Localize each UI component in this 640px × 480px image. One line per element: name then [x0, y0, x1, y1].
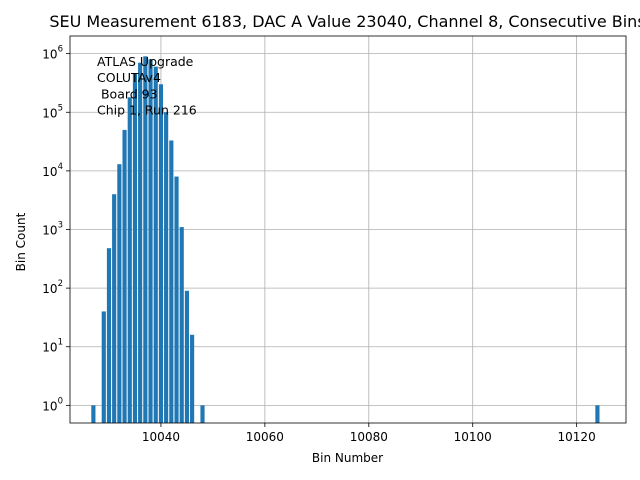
- bar: [174, 176, 179, 423]
- y-axis-ticks: 100 101 102 103 104 105 106: [42, 45, 70, 413]
- bar: [190, 334, 195, 423]
- x-axis-label: Bin Number: [312, 451, 383, 465]
- y-axis-label: Bin Count: [14, 212, 28, 271]
- bar: [169, 140, 174, 423]
- bar: [200, 405, 205, 423]
- bar: [112, 194, 117, 423]
- y-tick-label: 104: [42, 162, 63, 179]
- bar: [127, 97, 132, 423]
- x-tick-label: 10100: [454, 430, 492, 444]
- chart-title: SEU Measurement 6183, DAC A Value 23040,…: [49, 12, 640, 31]
- bar: [101, 311, 106, 423]
- bar: [138, 62, 143, 423]
- bar: [179, 227, 184, 423]
- x-tick-label: 10060: [246, 430, 284, 444]
- annotation-line: COLUTAv4: [97, 70, 161, 85]
- x-tick-label: 10120: [558, 430, 596, 444]
- bar: [164, 112, 169, 424]
- bar: [106, 248, 112, 423]
- bar: [132, 73, 138, 423]
- y-tick-label: 100: [42, 396, 63, 413]
- y-tick-label: 106: [42, 45, 63, 62]
- bar: [143, 56, 148, 424]
- y-tick-label: 105: [42, 103, 63, 120]
- y-tick-label: 101: [42, 338, 63, 355]
- bar: [148, 59, 153, 423]
- bar: [153, 66, 158, 423]
- bar-series: [91, 56, 600, 424]
- bar: [117, 164, 122, 423]
- bar: [122, 129, 127, 423]
- bar: [158, 84, 164, 424]
- y-tick-label: 102: [42, 279, 63, 296]
- annotation-line: Chip 1, Run 216: [97, 103, 197, 118]
- x-axis-ticks: 10040 10060 10080 10100 10120: [142, 423, 596, 444]
- chart-annotation: ATLAS Upgrade COLUTAv4 Board 93 Chip 1, Ru…: [97, 54, 197, 118]
- bar: [184, 290, 189, 423]
- x-tick-label: 10080: [350, 430, 388, 444]
- annotation-line: ATLAS Upgrade: [97, 54, 194, 69]
- annotation-line: Board 93: [97, 86, 158, 101]
- bar: [91, 405, 96, 423]
- y-tick-label: 103: [42, 221, 63, 238]
- x-tick-label: 10040: [142, 430, 180, 444]
- bar: [595, 405, 600, 423]
